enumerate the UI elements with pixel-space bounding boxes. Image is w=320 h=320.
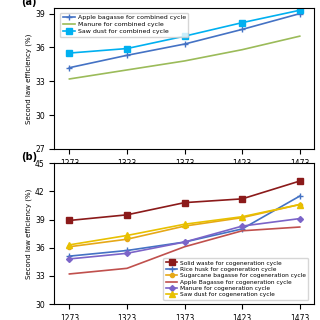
Line: Apple Bagasse for cogeneration cycle: Apple Bagasse for cogeneration cycle (69, 227, 300, 274)
Rice husk for cogeneration cycle (68, 254, 71, 258)
Manure for cogeneration cycle (240, 224, 244, 228)
Rice husk for cogeneration cycle (183, 240, 187, 244)
Saw dust for combined cycle (125, 47, 129, 51)
Line: Saw dust for cogeneration cycle: Saw dust for cogeneration cycle (67, 202, 302, 248)
Sugarcane bagasse for cogeneration cycle (183, 224, 187, 228)
Saw dust for cogeneration cycle (298, 203, 302, 206)
Saw dust for combined cycle (298, 8, 302, 12)
Sugarcane bagasse for cogeneration cycle (240, 216, 244, 220)
Apple bagasse for combined cycle (125, 53, 129, 57)
Apple Bagasse for cogeneration cycle (240, 229, 244, 233)
Line: Rice husk for cogeneration cycle: Rice husk for cogeneration cycle (66, 193, 303, 260)
Sugarcane bagasse for cogeneration cycle (298, 203, 302, 206)
Saw dust for cogeneration cycle (68, 243, 71, 247)
Apple bagasse for combined cycle (298, 12, 302, 16)
Manure for cogeneration cycle (68, 257, 71, 261)
Text: (b): (b) (21, 152, 37, 162)
Legend: Apple bagasse for combined cycle, Manure for combined cycle, Saw dust for combin: Apple bagasse for combined cycle, Manure… (60, 12, 188, 37)
Saw dust for combined cycle (240, 21, 244, 25)
Manure for cogeneration cycle (183, 240, 187, 244)
Saw dust for cogeneration cycle (183, 222, 187, 226)
Manure for cogeneration cycle (125, 252, 129, 255)
Line: Apple bagasse for combined cycle: Apple bagasse for combined cycle (66, 10, 303, 71)
Apple bagasse for combined cycle (183, 42, 187, 46)
Manure for combined cycle (125, 68, 129, 72)
Manure for combined cycle (240, 48, 244, 52)
Sugarcane bagasse for cogeneration cycle (125, 237, 129, 241)
Line: Sugarcane bagasse for cogeneration cycle: Sugarcane bagasse for cogeneration cycle (67, 203, 302, 249)
Manure for combined cycle (183, 59, 187, 63)
Saw dust for combined cycle (68, 51, 71, 55)
Line: Manure for cogeneration cycle: Manure for cogeneration cycle (67, 217, 302, 261)
Saw dust for combined cycle (183, 34, 187, 38)
Manure for cogeneration cycle (298, 217, 302, 220)
Solid waste for cogeneration cycle (183, 201, 187, 204)
Apple Bagasse for cogeneration cycle (68, 272, 71, 276)
Line: Solid waste for cogeneration cycle: Solid waste for cogeneration cycle (67, 178, 302, 223)
Apple Bagasse for cogeneration cycle (125, 267, 129, 270)
Solid waste for cogeneration cycle (68, 219, 71, 222)
X-axis label: Turbine inlet temperature (K): Turbine inlet temperature (K) (120, 173, 248, 182)
Rice husk for cogeneration cycle (125, 249, 129, 252)
Apple bagasse for combined cycle (68, 66, 71, 70)
Sugarcane bagasse for cogeneration cycle (68, 245, 71, 249)
Rice husk for cogeneration cycle (240, 227, 244, 231)
Apple bagasse for combined cycle (240, 28, 244, 31)
Y-axis label: Second law efficiency (%): Second law efficiency (%) (26, 188, 32, 279)
Apple Bagasse for cogeneration cycle (298, 225, 302, 229)
Solid waste for cogeneration cycle (298, 179, 302, 183)
Rice husk for cogeneration cycle (298, 194, 302, 198)
Solid waste for cogeneration cycle (125, 213, 129, 217)
Manure for combined cycle (298, 34, 302, 38)
Saw dust for cogeneration cycle (125, 234, 129, 237)
Legend: Solid waste for cogeneration cycle, Rice husk for cogeneration cycle, Sugarcane : Solid waste for cogeneration cycle, Rice… (164, 258, 308, 300)
Line: Manure for combined cycle: Manure for combined cycle (69, 36, 300, 79)
Solid waste for cogeneration cycle (240, 197, 244, 201)
Line: Saw dust for combined cycle: Saw dust for combined cycle (67, 7, 302, 56)
Apple Bagasse for cogeneration cycle (183, 245, 187, 249)
Manure for combined cycle (68, 77, 71, 81)
Y-axis label: Second law efficiency (%): Second law efficiency (%) (26, 33, 32, 124)
Saw dust for cogeneration cycle (240, 215, 244, 219)
Text: (a): (a) (21, 0, 36, 7)
